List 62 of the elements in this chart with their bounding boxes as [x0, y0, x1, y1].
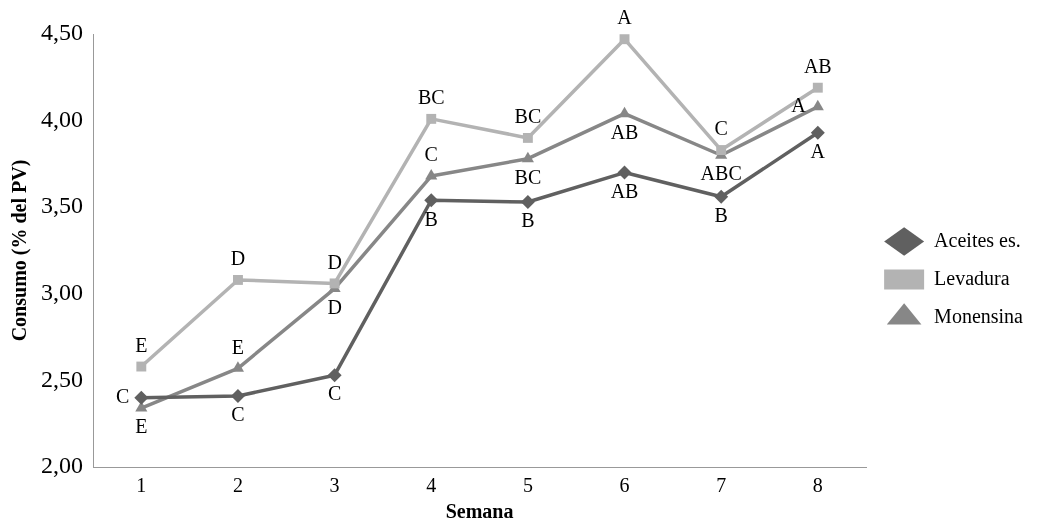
point — [424, 193, 439, 208]
x-tick-label: 7 — [716, 474, 727, 497]
point — [619, 34, 630, 45]
annotation: C — [115, 384, 130, 407]
y-tick-label: 4,50 — [41, 19, 83, 46]
annotation: BC — [514, 165, 542, 188]
annotation: B — [424, 207, 438, 230]
point — [714, 189, 729, 204]
annotation: B — [714, 204, 728, 227]
point — [134, 390, 149, 405]
point — [716, 145, 727, 155]
point — [136, 361, 147, 372]
point — [522, 132, 533, 143]
annotation: E — [135, 415, 148, 438]
annotation: D — [327, 295, 342, 318]
point — [230, 388, 245, 403]
annotation: C — [714, 117, 728, 140]
y-tick-label: 2,50 — [41, 365, 83, 392]
point — [231, 361, 245, 372]
legend-label: Levadura — [934, 266, 1010, 289]
annotation: B — [521, 209, 535, 232]
x-tick-label: 3 — [329, 474, 340, 497]
annotation: A — [810, 139, 826, 162]
y-tick-label: 3,50 — [41, 192, 83, 219]
legend-label: Monensina — [934, 304, 1024, 327]
annotation: D — [327, 250, 342, 273]
annotation: AB — [803, 54, 832, 77]
x-tick-label: 6 — [619, 474, 630, 497]
point — [521, 151, 534, 163]
y-axis-title: Consumo (% del PV) — [8, 159, 32, 342]
y-tick-label: 3,00 — [41, 279, 83, 306]
legend-label: Aceites es. — [934, 228, 1021, 251]
annotation: D — [230, 247, 246, 270]
x-axis-title: Semana — [445, 500, 514, 523]
x-tick-label: 5 — [522, 474, 533, 497]
annotation: BC — [417, 86, 445, 109]
annotation: AB — [610, 179, 639, 202]
point — [327, 368, 342, 383]
point — [233, 274, 243, 285]
x-tick-label: 2 — [232, 474, 243, 497]
point — [810, 125, 825, 140]
point — [329, 278, 340, 289]
point — [520, 195, 535, 209]
point — [617, 165, 632, 180]
annotation: E — [231, 335, 245, 358]
annotation: E — [135, 333, 148, 356]
x-tick-label: 1 — [136, 474, 147, 497]
annotation: A — [617, 6, 633, 29]
y-tick-label: 2,00 — [41, 452, 83, 479]
annotation: C — [231, 403, 245, 426]
x-tick-label: 4 — [426, 474, 437, 497]
annotation: C — [424, 143, 438, 166]
annotation: C — [327, 382, 342, 405]
annotation: AB — [610, 120, 639, 143]
x-tick-label: 8 — [812, 474, 823, 497]
annotation: ABC — [700, 162, 742, 185]
y-tick-label: 4,00 — [41, 105, 83, 132]
point — [812, 82, 823, 93]
point — [425, 169, 438, 180]
annotation: BC — [514, 105, 542, 128]
point — [426, 113, 437, 124]
annotation: A — [791, 93, 807, 116]
